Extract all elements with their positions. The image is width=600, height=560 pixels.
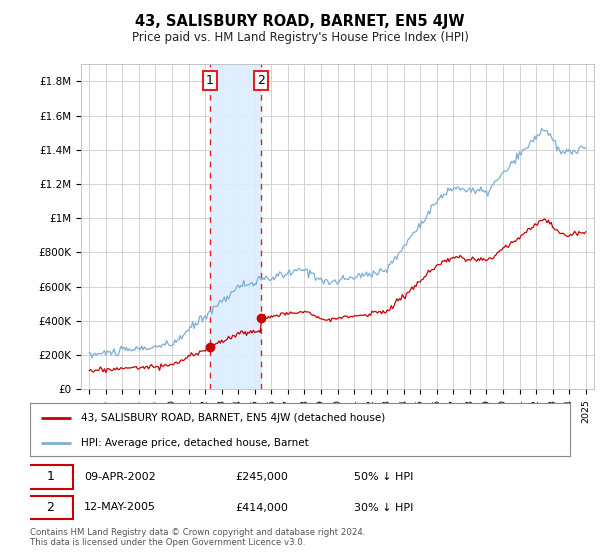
FancyBboxPatch shape	[28, 496, 73, 520]
Text: 30% ↓ HPI: 30% ↓ HPI	[354, 502, 413, 512]
Text: 09-APR-2002: 09-APR-2002	[84, 472, 156, 482]
Text: 1: 1	[206, 74, 214, 87]
Text: £414,000: £414,000	[235, 502, 288, 512]
Text: 12-MAY-2005: 12-MAY-2005	[84, 502, 156, 512]
Text: 43, SALISBURY ROAD, BARNET, EN5 4JW: 43, SALISBURY ROAD, BARNET, EN5 4JW	[135, 14, 465, 29]
Text: Contains HM Land Registry data © Crown copyright and database right 2024.
This d: Contains HM Land Registry data © Crown c…	[30, 528, 365, 547]
Text: 1: 1	[46, 470, 54, 483]
Text: Price paid vs. HM Land Registry's House Price Index (HPI): Price paid vs. HM Land Registry's House …	[131, 31, 469, 44]
Text: HPI: Average price, detached house, Barnet: HPI: Average price, detached house, Barn…	[82, 437, 309, 447]
Text: 43, SALISBURY ROAD, BARNET, EN5 4JW (detached house): 43, SALISBURY ROAD, BARNET, EN5 4JW (det…	[82, 413, 386, 423]
Text: 2: 2	[46, 501, 54, 514]
Text: £245,000: £245,000	[235, 472, 288, 482]
Bar	[209, 64, 261, 389]
Text: 50% ↓ HPI: 50% ↓ HPI	[354, 472, 413, 482]
FancyBboxPatch shape	[28, 465, 73, 488]
Text: 2: 2	[257, 74, 265, 87]
